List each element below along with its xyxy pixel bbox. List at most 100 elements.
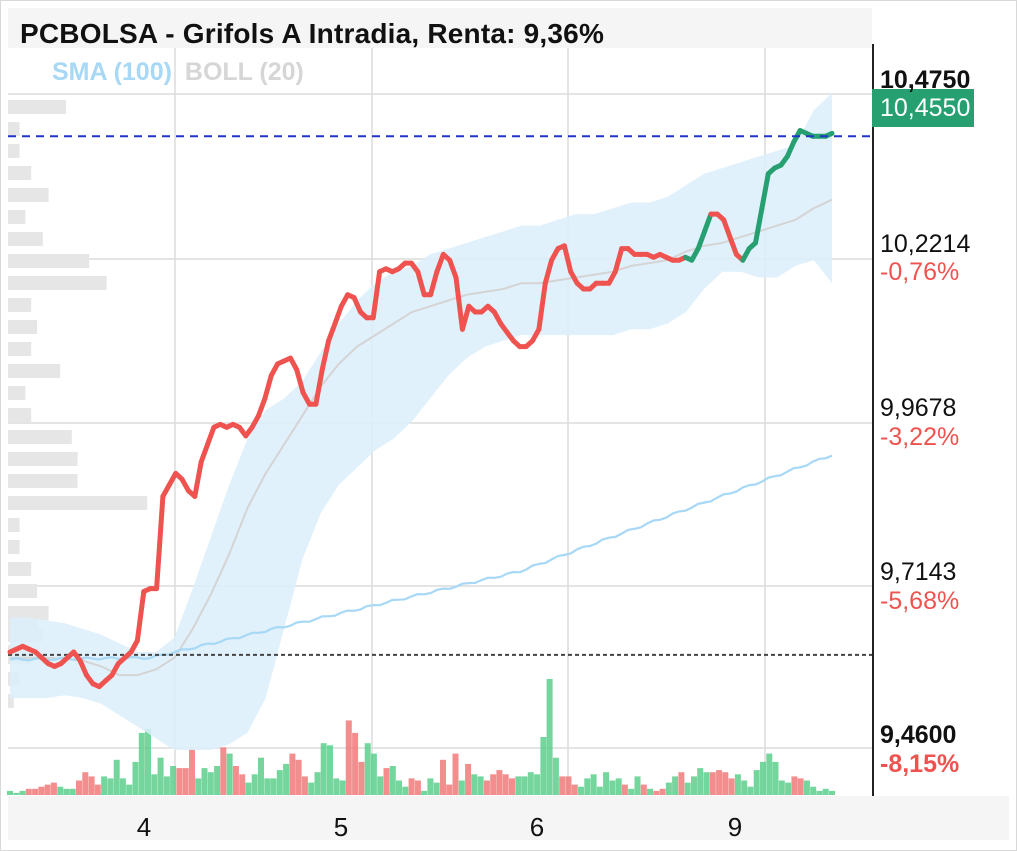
volume-bar [440, 759, 446, 795]
volume-profile-bar [8, 166, 32, 180]
volume-bar [283, 763, 290, 795]
price-segment [459, 303, 472, 332]
volume-profile-bar [8, 518, 20, 532]
volume-profile-bar [8, 430, 72, 444]
volume-bar [320, 743, 327, 795]
volume-bar [189, 749, 195, 795]
volume-bar [797, 778, 804, 795]
volume-profile-bar [8, 232, 43, 246]
volume-bar [772, 761, 779, 795]
legend-boll[interactable]: BOLL (20) [184, 58, 304, 86]
volume-bar [465, 763, 472, 795]
volume-bar [540, 737, 547, 795]
volume-bar [63, 788, 70, 795]
volume-profile-bar [8, 386, 26, 400]
legend: SMA (100) BOLL (20) [52, 58, 304, 87]
volume-profile-bar [8, 254, 90, 268]
price-segment [319, 338, 332, 373]
price-segment [256, 396, 268, 419]
y-tick-label: 9,7143 [880, 558, 957, 586]
volume-bar [7, 790, 13, 795]
volume-bar [38, 786, 45, 795]
volume-bar [245, 782, 252, 795]
volume-profile-bar [8, 584, 37, 598]
volume-bar [414, 780, 421, 795]
volume-bar [220, 747, 227, 795]
volume-bar [741, 780, 748, 795]
price-segment [784, 139, 797, 159]
price-segment [351, 295, 363, 315]
volume-profile-bar [8, 320, 37, 334]
title-bar: PCBOLSA - Grifols A Intradia, Renta: 9,3… [8, 8, 872, 49]
x-tick-label: 9 [727, 812, 743, 842]
y-tick-pct: -5,68% [880, 587, 960, 615]
volume-bar [364, 743, 371, 795]
volume-bar [119, 778, 126, 795]
volume-bar [408, 778, 415, 795]
x-tick-label: 4 [136, 812, 152, 842]
price-segment [205, 424, 217, 448]
price-segment [447, 257, 459, 280]
volume-bar [264, 778, 271, 795]
volume-bar [226, 753, 233, 795]
volume-bar [628, 788, 635, 795]
volume-bar [653, 790, 660, 795]
volume-bar [659, 788, 666, 795]
legend-sma[interactable]: SMA (100) [52, 58, 172, 86]
volume-bar [766, 753, 773, 795]
volume-bar [509, 778, 515, 795]
price-segment [753, 205, 765, 246]
volume-bar [402, 786, 409, 795]
volume-bar [113, 759, 120, 795]
volume-bar [527, 772, 534, 795]
volume-bar [94, 784, 101, 795]
price-segment [332, 303, 344, 327]
volume-bar [534, 774, 541, 795]
sma-line [9, 454, 833, 662]
volume-bar [502, 774, 509, 795]
price-segment [370, 269, 383, 321]
y-tick-label: 9,9678 [880, 394, 957, 422]
volume-profile-bar [8, 342, 32, 356]
volume-bar [546, 679, 553, 795]
price-segment [612, 246, 625, 275]
y-tick-pct: -3,22% [880, 423, 960, 451]
volume-bar [709, 772, 716, 795]
volume-bar [289, 753, 296, 795]
volume-bar [427, 778, 434, 795]
volume-bar [672, 776, 679, 795]
volume-bar [515, 776, 522, 795]
volume-profile-bar [8, 210, 26, 224]
price-segment [415, 269, 427, 298]
price-segment [294, 367, 306, 396]
price-segment [721, 217, 733, 240]
volume-bar [684, 782, 691, 795]
volume-profile-bar [8, 496, 148, 510]
volume-bar [609, 780, 616, 795]
volume-bar [433, 782, 440, 795]
volume-bar [590, 774, 597, 795]
volume-bar [640, 784, 647, 795]
volume-bar [596, 786, 603, 795]
volume-bar [634, 776, 641, 795]
volume-profile-bar [8, 540, 20, 554]
y-tick-pct: -0,76% [880, 258, 960, 286]
volume-bar [370, 753, 377, 795]
volume-bar [496, 770, 503, 795]
volume-bar [559, 776, 566, 795]
volume-bar [678, 772, 685, 795]
volume-bar [44, 784, 51, 795]
volume-bar [352, 732, 359, 795]
volume-bar [389, 766, 396, 795]
volume-bar [157, 757, 164, 795]
volume-bar [132, 761, 139, 795]
volume-bar [163, 776, 170, 795]
price-segment [434, 251, 446, 275]
volume-bar [333, 778, 340, 795]
volume-profile-bar [8, 694, 14, 708]
volume-profile-bar [8, 606, 49, 620]
volume-bar [452, 753, 459, 795]
volume-profile-bar [8, 122, 20, 136]
x-tick-label: 6 [529, 812, 545, 842]
price-segment [536, 280, 548, 332]
